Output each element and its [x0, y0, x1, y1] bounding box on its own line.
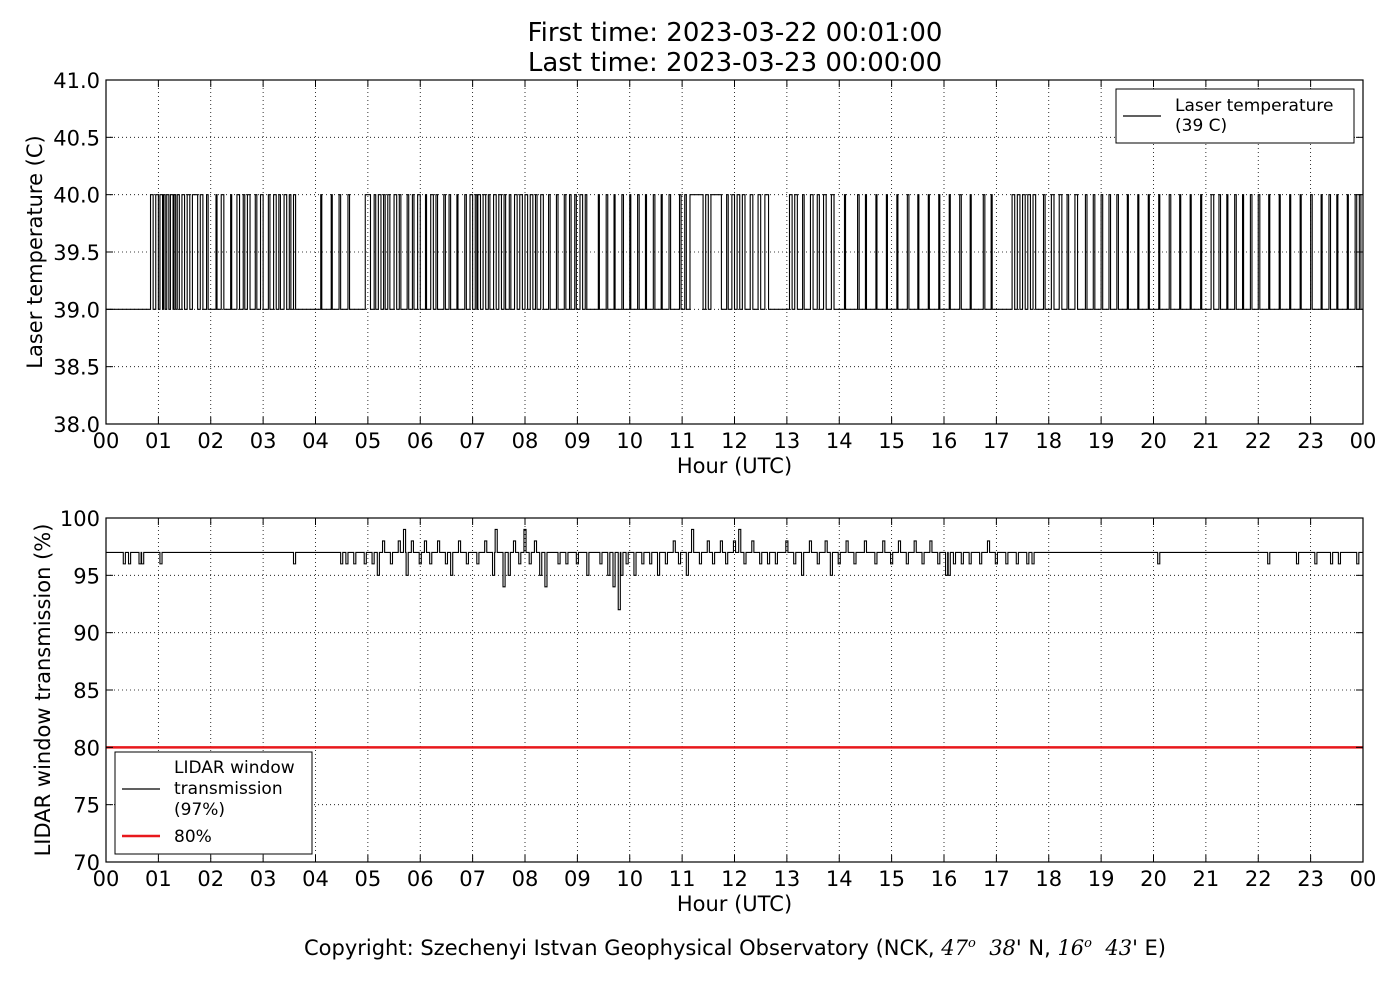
last-time-title: Last time: 2023-03-23 00:00:00	[527, 48, 943, 78]
x-tick-label: 18	[1035, 867, 1062, 891]
x-tick-label: 16	[931, 867, 958, 891]
x-tick-label: 09	[564, 429, 591, 453]
x-tick-label: 05	[355, 429, 382, 453]
x-tick-label: 07	[459, 429, 486, 453]
x-tick-label: 17	[983, 867, 1010, 891]
chart-title: First time: 2023-03-22 00:01:00 Last tim…	[0, 18, 1400, 78]
legend-label-laser: (39 C)	[1175, 116, 1227, 136]
latitude-suffix: ' N,	[1015, 936, 1058, 960]
y-tick-label: 75	[73, 794, 100, 818]
y-tick-label: 100	[60, 507, 100, 531]
x-tick-label: 03	[250, 867, 277, 891]
series-laser-temperature-line	[106, 194, 1363, 310]
x-tick-label: 08	[512, 867, 539, 891]
x-tick-label: 00	[93, 867, 120, 891]
first-time-title: First time: 2023-03-22 00:01:00	[527, 18, 943, 48]
x-tick-label: 12	[721, 429, 748, 453]
x-tick-label: 03	[250, 429, 277, 453]
x-tick-label: 15	[878, 867, 905, 891]
y-axis-label: LIDAR window transmission (%)	[31, 524, 55, 857]
x-tick-label: 19	[1088, 867, 1115, 891]
x-tick-label: 00	[93, 429, 120, 453]
x-tick-label: 21	[1193, 429, 1220, 453]
y-tick-label: 80	[73, 736, 100, 760]
y-tick-label: 38.5	[53, 356, 100, 380]
x-tick-label: 06	[407, 429, 434, 453]
legend-label-threshold: 80%	[174, 827, 212, 847]
x-tick-label: 22	[1245, 429, 1272, 453]
x-tick-label: 04	[302, 867, 329, 891]
longitude-degrees: 16	[1057, 936, 1085, 960]
x-tick-label: 11	[669, 429, 696, 453]
x-tick-label: 10	[616, 429, 643, 453]
y-tick-label: 39.5	[53, 241, 100, 265]
longitude-degree-mark: o	[1084, 936, 1092, 951]
series-lidar-transmission-line	[106, 528, 1363, 611]
x-tick-label: 16	[931, 429, 958, 453]
latitude-degrees: 47	[941, 936, 968, 960]
x-tick-label: 21	[1193, 867, 1220, 891]
x-tick-label: 23	[1297, 429, 1324, 453]
chart-1: 00 01 02 03 04 05 06 07 08 09 10 11 12 13 14 15 16 17 18 19…	[23, 69, 1376, 478]
y-tick-label: 90	[73, 622, 100, 646]
x-tick-label: 06	[407, 867, 434, 891]
x-tick-label: 08	[512, 429, 539, 453]
x-tick-label: 07	[459, 867, 486, 891]
x-axis-label: Hour (UTC)	[677, 454, 792, 478]
y-axis-label: Laser temperature (C)	[23, 135, 47, 368]
x-tick-label: 20	[1140, 429, 1167, 453]
x-tick-label: 14	[826, 429, 853, 453]
x-tick-label: 20	[1140, 867, 1167, 891]
x-tick-label: 04	[302, 429, 329, 453]
y-tick-label: 95	[73, 564, 100, 588]
y-tick-label: 70	[73, 851, 100, 875]
latitude-minutes: 38	[989, 936, 1016, 960]
x-tick-label: 01	[145, 429, 172, 453]
legend: Laser temperature(39 C)	[1115, 88, 1355, 144]
x-tick-label: 12	[721, 867, 748, 891]
longitude-suffix: ' E)	[1132, 936, 1167, 960]
y-tick-label: 39.0	[53, 298, 100, 322]
y-tick-label: 40.5	[53, 126, 100, 150]
latitude-degree-mark: o	[968, 936, 976, 951]
legend-label-lidar: (97%)	[174, 800, 225, 820]
x-tick-label: 00	[1350, 867, 1377, 891]
copyright-prefix: Copyright: Szechenyi Istvan Geophysical …	[303, 936, 942, 960]
x-tick-label: 11	[669, 867, 696, 891]
x-tick-label: 15	[878, 429, 905, 453]
x-tick-label: 10	[616, 867, 643, 891]
x-tick-label: 13	[774, 429, 801, 453]
chart-2: 00 01 02 03 04 05 06 07 08 09 10 11 12 13 14 15 16 17 18 19…	[31, 507, 1376, 916]
x-tick-label: 00	[1350, 429, 1377, 453]
legend-label-lidar: LIDAR window	[174, 758, 295, 778]
x-tick-label: 17	[983, 429, 1010, 453]
x-tick-label: 13	[774, 867, 801, 891]
y-tick-label: 85	[73, 679, 100, 703]
x-tick-label: 05	[355, 867, 382, 891]
x-axis-label: Hour (UTC)	[677, 892, 792, 916]
x-tick-label: 23	[1297, 867, 1324, 891]
x-tick-label: 22	[1245, 867, 1272, 891]
longitude-minutes: 43	[1105, 936, 1133, 960]
x-tick-label: 09	[564, 867, 591, 891]
x-tick-label: 01	[145, 867, 172, 891]
legend-label-laser: Laser temperature	[1175, 96, 1333, 116]
x-tick-label: 02	[197, 867, 224, 891]
y-tick-label: 38.0	[53, 413, 100, 437]
y-tick-label: 41.0	[53, 69, 100, 93]
y-tick-label: 40.0	[53, 184, 100, 208]
x-tick-label: 18	[1035, 429, 1062, 453]
x-tick-label: 02	[197, 429, 224, 453]
legend-label-lidar: transmission	[174, 779, 283, 799]
x-tick-label: 19	[1088, 429, 1115, 453]
x-tick-label: 14	[826, 867, 853, 891]
copyright-footer: Copyright: Szechenyi Istvan Geophysical …	[0, 936, 1400, 960]
